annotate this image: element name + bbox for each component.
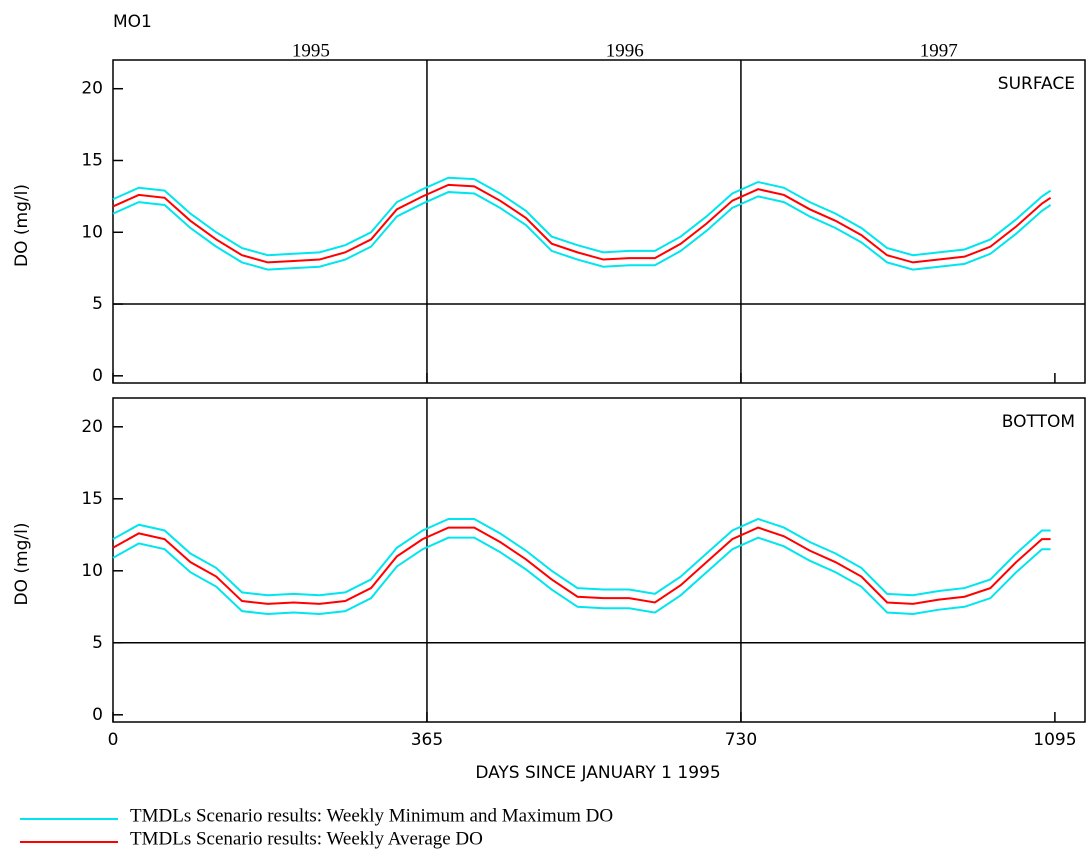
year-label: 1997 — [920, 40, 958, 61]
y-tick-label: 20 — [81, 417, 103, 437]
x-tick-label: 730 — [725, 730, 757, 750]
series-line — [112, 526, 1051, 605]
y-tick-label: 10 — [81, 561, 103, 581]
x-tick-label: 365 — [411, 730, 443, 750]
plot-frame — [112, 397, 1086, 723]
legend-label: TMDLs Scenario results: Weekly Minimum a… — [130, 805, 613, 826]
y-tick-label: 0 — [92, 366, 103, 386]
series-line — [112, 536, 1051, 616]
y-tick-label: 0 — [92, 705, 103, 725]
series-line — [112, 191, 1052, 271]
y-tick-label: 5 — [92, 633, 103, 653]
y-tick-label: 20 — [81, 79, 103, 99]
y-tick-label: 15 — [81, 489, 103, 509]
series-line — [112, 176, 1052, 257]
y-axis-label: DO (mg/l) — [12, 523, 32, 606]
x-tick-label: 1095 — [1033, 730, 1076, 750]
y-tick-label: 10 — [81, 222, 103, 242]
y-tick-label: 15 — [81, 150, 103, 170]
chart-title: MO1 — [113, 12, 152, 32]
year-label: 1996 — [606, 40, 644, 61]
year-label: 1995 — [292, 40, 330, 61]
y-tick-label: 5 — [92, 294, 103, 314]
legend-label: TMDLs Scenario results: Weekly Average D… — [130, 828, 483, 849]
panel-label: BOTTOM — [1002, 412, 1075, 432]
series-line — [112, 183, 1052, 264]
panel-label: SURFACE — [998, 74, 1075, 94]
x-axis-label: DAYS SINCE JANUARY 1 1995 — [475, 763, 720, 783]
x-tick-label: 0 — [108, 730, 119, 750]
plot-frame — [112, 59, 1086, 384]
y-axis-label: DO (mg/l) — [12, 184, 32, 267]
series-line — [112, 517, 1051, 597]
